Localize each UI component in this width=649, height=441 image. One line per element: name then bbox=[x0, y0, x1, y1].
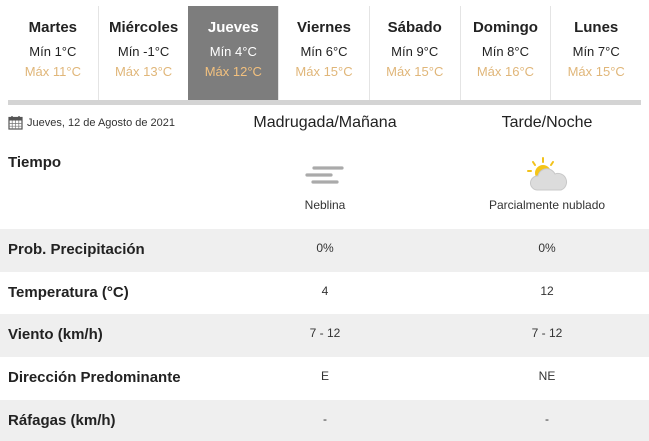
day-tab-jueves[interactable]: Jueves Mín 4°C Máx 12°C bbox=[188, 6, 279, 101]
value-evening: 0% bbox=[538, 241, 556, 255]
value-morning: - bbox=[323, 412, 327, 426]
day-tab-sabado[interactable]: Sábado Mín 9°C Máx 15°C bbox=[368, 6, 460, 101]
day-min: Mín -1°C bbox=[117, 44, 170, 59]
day-name: Lunes bbox=[574, 19, 619, 36]
calendar-icon bbox=[8, 116, 23, 130]
day-tab-miercoles[interactable]: Miércoles Mín -1°C Máx 13°C bbox=[97, 6, 189, 101]
date-label: Jueves, 12 de Agosto de 2021 bbox=[8, 115, 175, 130]
day-min: Mín 1°C bbox=[29, 44, 77, 59]
day-max: Máx 15°C bbox=[295, 64, 353, 79]
day-name: Viernes bbox=[297, 19, 351, 36]
value-evening: - bbox=[545, 412, 549, 426]
day-min: Mín 9°C bbox=[391, 44, 439, 59]
day-name: Martes bbox=[28, 19, 78, 36]
row-label: Temperatura (°C) bbox=[8, 284, 129, 301]
weather-text: Neblina bbox=[304, 198, 346, 212]
row-viento: Viento (km/h) 7 - 12 7 - 12 bbox=[0, 314, 649, 357]
table-header: Jueves, 12 de Agosto de 2021 Madrugada/M… bbox=[0, 112, 649, 136]
row-precipitacion: Prob. Precipitación 0% 0% bbox=[0, 229, 649, 272]
row-label: Dirección Predominante bbox=[8, 369, 181, 386]
column-header-morning: Madrugada/Mañana bbox=[253, 114, 397, 131]
day-name: Sábado bbox=[387, 19, 442, 36]
day-name: Domingo bbox=[472, 19, 538, 36]
day-tab-viernes[interactable]: Viernes Mín 6°C Máx 15°C bbox=[278, 6, 369, 101]
day-max: Máx 15°C bbox=[386, 64, 444, 79]
day-max: Máx 15°C bbox=[567, 64, 625, 79]
row-label: Viento (km/h) bbox=[8, 326, 103, 343]
partly-cloudy-icon bbox=[527, 157, 568, 191]
row-label: Ráfagas (km/h) bbox=[8, 412, 116, 429]
day-tab-martes[interactable]: Martes Mín 1°C Máx 11°C bbox=[8, 6, 98, 101]
day-min: Mín 8°C bbox=[481, 44, 529, 59]
day-max: Máx 13°C bbox=[114, 64, 173, 79]
day-max: Máx 16°C bbox=[476, 64, 535, 79]
row-label: Prob. Precipitación bbox=[8, 241, 145, 258]
day-min: Mín 7°C bbox=[572, 44, 620, 59]
value-morning: 0% bbox=[316, 241, 334, 255]
day-max: Máx 11°C bbox=[24, 64, 81, 79]
weather-text: Parcialmente nublado bbox=[488, 198, 606, 212]
value-evening: 7 - 12 bbox=[531, 326, 563, 340]
column-header-evening: Tarde/Noche bbox=[501, 114, 593, 131]
row-label: Tiempo bbox=[8, 154, 62, 171]
value-morning: 7 - 12 bbox=[309, 326, 341, 340]
row-direccion: Dirección Predominante E NE bbox=[0, 357, 649, 400]
day-min: Mín 4°C bbox=[209, 44, 257, 59]
value-morning: 4 bbox=[321, 284, 329, 298]
day-min: Mín 6°C bbox=[300, 44, 348, 59]
day-tabs: Martes Mín 1°C Máx 11°C Miércoles Mín -1°C M… bbox=[8, 6, 641, 101]
day-name: Miércoles bbox=[108, 19, 179, 36]
tabs-divider bbox=[8, 100, 641, 105]
row-temperatura: Temperatura (°C) 4 12 bbox=[0, 272, 649, 314]
fog-icon bbox=[305, 166, 344, 184]
day-name: Jueves bbox=[207, 19, 259, 36]
row-tiempo: Tiempo Neblina Parcialmente nublado bbox=[0, 140, 649, 229]
value-morning: E bbox=[320, 369, 330, 383]
day-max: Máx 12°C bbox=[204, 64, 262, 79]
date-text: Jueves, 12 de Agosto de 2021 bbox=[27, 116, 176, 129]
value-evening: 12 bbox=[540, 284, 554, 298]
day-tab-lunes[interactable]: Lunes Mín 7°C Máx 15°C bbox=[550, 6, 641, 101]
value-evening: NE bbox=[538, 369, 556, 383]
row-rafagas: Ráfagas (km/h) - - bbox=[0, 400, 649, 441]
day-tab-domingo[interactable]: Domingo Mín 8°C Máx 16°C bbox=[459, 6, 551, 101]
